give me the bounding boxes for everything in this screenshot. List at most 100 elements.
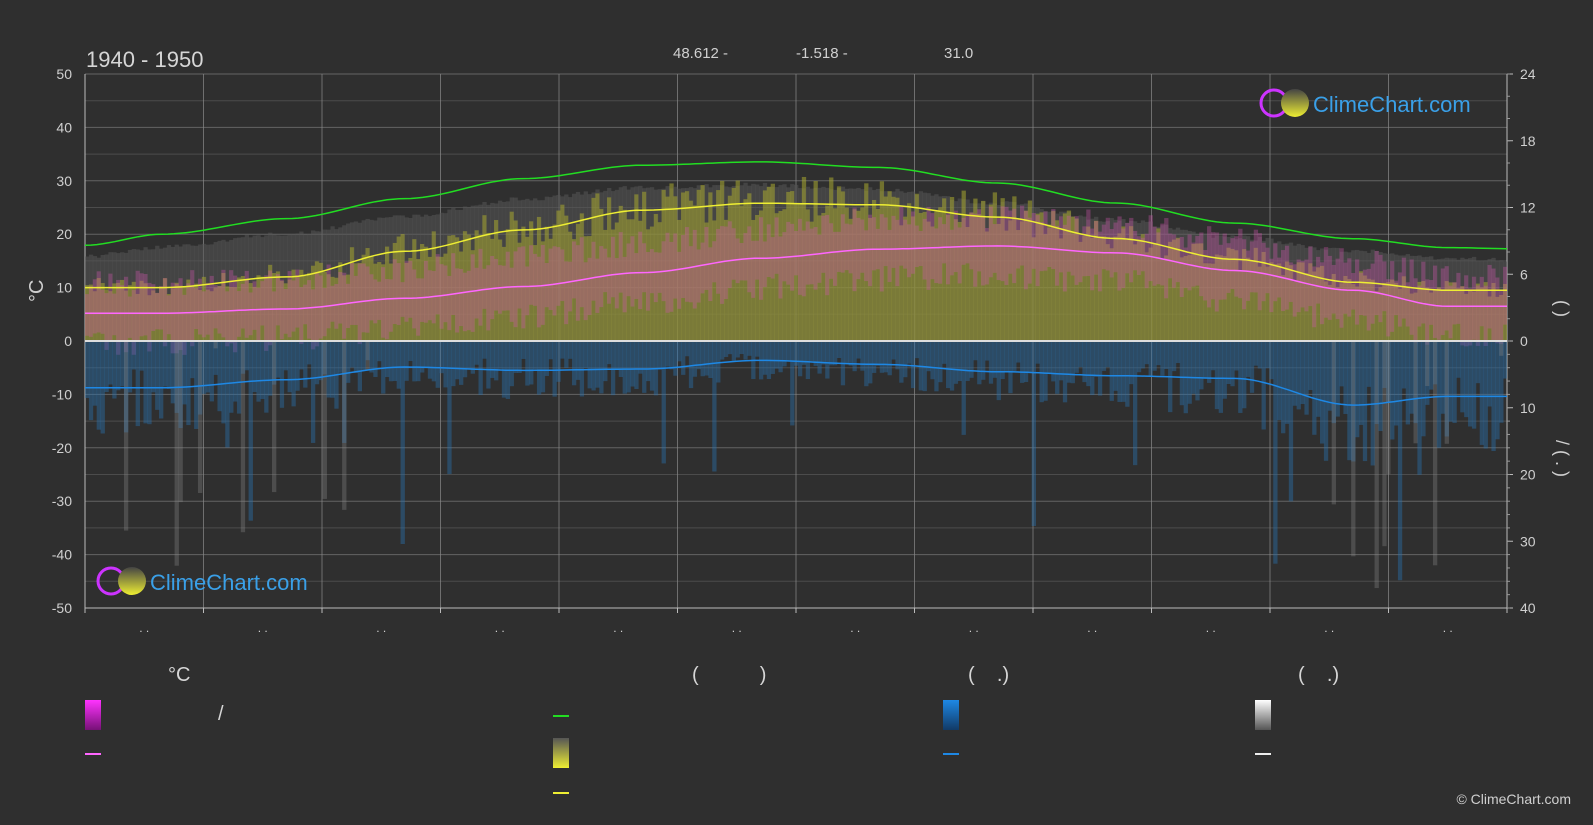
sunshine-bar xyxy=(829,177,834,341)
sunshine-bar xyxy=(957,221,962,341)
temp-range-bar xyxy=(860,219,865,273)
temp-range-bar xyxy=(751,240,756,298)
temp-range-bar xyxy=(603,248,608,293)
precip-bar xyxy=(404,341,409,381)
sunshine-bar xyxy=(1245,257,1251,341)
temp-range-bar xyxy=(552,246,557,316)
temp-range-bar xyxy=(899,206,904,266)
temp-range-bar xyxy=(1316,256,1321,304)
temp-range-bar xyxy=(1125,223,1130,274)
precip-bar xyxy=(1066,341,1072,383)
temp-range-bar xyxy=(100,289,105,334)
sunshine-bar xyxy=(1378,287,1383,341)
right-top-tick-label: 24 xyxy=(1520,66,1536,82)
precip-bar xyxy=(887,341,892,376)
sunshine-bar xyxy=(891,196,896,341)
temp-range-bar xyxy=(236,291,242,337)
sunshine-bar xyxy=(166,293,172,341)
sunshine-bar xyxy=(1277,263,1282,341)
sunshine-bar xyxy=(797,203,803,341)
temp-range-bar xyxy=(225,291,230,347)
temp-range-bar xyxy=(829,223,834,279)
precip-bar xyxy=(739,341,744,355)
precip-bar xyxy=(423,341,429,368)
precip-bar xyxy=(1156,341,1161,366)
snow-bar xyxy=(365,341,370,371)
precip-bar xyxy=(907,341,912,364)
precip-bar xyxy=(1113,341,1118,391)
sunshine-bar xyxy=(949,197,955,341)
precip-bar xyxy=(478,341,483,396)
precip-bar xyxy=(310,341,316,443)
precip-bar xyxy=(279,341,285,408)
temp-range-bar xyxy=(673,233,678,299)
temp-range-bar xyxy=(1035,215,1040,287)
precip-bar xyxy=(1082,341,1087,383)
sunshine-bar xyxy=(170,288,176,341)
sunshine-bar xyxy=(1265,266,1270,341)
sunshine-bar xyxy=(700,184,705,341)
sunshine-bar xyxy=(1234,250,1239,341)
sunshine-bar xyxy=(735,180,740,341)
sunshine-bar xyxy=(953,219,959,341)
sunshine-bar xyxy=(692,205,698,341)
sunshine-bar xyxy=(614,222,620,341)
left-tick-label: -40 xyxy=(52,547,72,563)
temp-range-bar xyxy=(1343,262,1348,314)
latitude-label: 48.612 - xyxy=(673,45,728,62)
precip-bar xyxy=(571,341,577,386)
precip-bar xyxy=(599,341,604,394)
precip-bar xyxy=(1039,341,1044,403)
snow-bar xyxy=(1432,341,1438,566)
sunshine-bar xyxy=(517,242,522,341)
sunshine-bar xyxy=(910,216,916,341)
sunshine-bar xyxy=(174,282,179,341)
sunshine-bar xyxy=(1156,228,1161,341)
legend-header-temperature: °C xyxy=(168,664,191,686)
sunshine-bar xyxy=(217,285,222,341)
precip-bar xyxy=(969,341,974,378)
precip-bar xyxy=(190,341,195,379)
precip-bar xyxy=(1331,341,1336,424)
temp-range-bar xyxy=(1051,208,1056,270)
sunshine-bar xyxy=(1327,284,1333,341)
precip-bar xyxy=(194,341,199,429)
precip-bar xyxy=(1436,341,1442,448)
sunshine-bar xyxy=(1335,287,1340,341)
temp-range-bar xyxy=(404,261,409,322)
elevation-label: 31.0 xyxy=(944,45,973,62)
temp-range-bar xyxy=(252,281,257,330)
precip-bar xyxy=(155,341,160,410)
temp-range-bar xyxy=(984,228,990,285)
sunshine-bar xyxy=(587,236,592,341)
precip-bar xyxy=(852,341,857,372)
precip-bar xyxy=(1023,341,1029,383)
precip-bar xyxy=(1210,341,1216,371)
precip-bar xyxy=(104,341,109,393)
sunshine-bar xyxy=(743,199,748,341)
sunshine-bar xyxy=(116,282,121,341)
precip-bar xyxy=(665,341,670,367)
precip-bar xyxy=(170,341,176,404)
temp-range-bar xyxy=(1129,217,1134,283)
temp-range-bar xyxy=(575,245,581,321)
temp-range-bar xyxy=(595,258,600,313)
sunshine-bar xyxy=(642,191,647,341)
sunshine-bar xyxy=(556,210,561,341)
sunshine-bar xyxy=(665,196,670,341)
temp-range-bar xyxy=(388,279,394,332)
sunshine-bar xyxy=(470,250,475,341)
sunshine-bar xyxy=(809,221,814,341)
precip-bar xyxy=(942,341,947,364)
temp-range-bar xyxy=(1222,233,1227,300)
sunshine-bar xyxy=(1183,255,1188,341)
precip-bar xyxy=(151,341,156,393)
temp-range-bar xyxy=(310,289,316,350)
temp-range-bar xyxy=(112,293,117,336)
precip-bar xyxy=(135,341,140,427)
precip-bar xyxy=(1020,341,1025,383)
precip-bar xyxy=(953,341,959,384)
temp-range-bar xyxy=(1031,212,1036,269)
temp-range-bar xyxy=(630,236,635,307)
precip-bar xyxy=(299,341,304,370)
